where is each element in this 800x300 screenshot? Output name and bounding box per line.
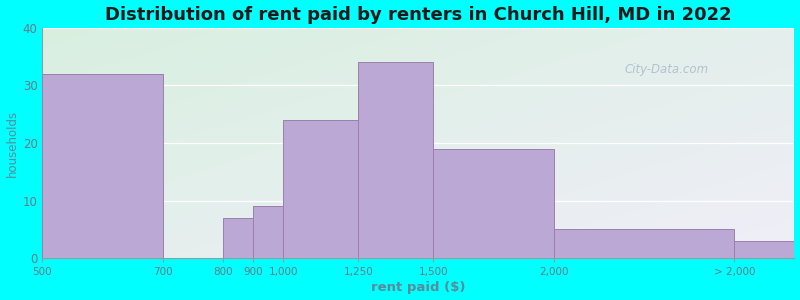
Text: City-Data.com: City-Data.com [625,63,709,76]
Title: Distribution of rent paid by renters in Church Hill, MD in 2022: Distribution of rent paid by renters in … [105,6,732,24]
Y-axis label: households: households [6,110,18,177]
Bar [253,206,283,258]
Bar [358,62,434,258]
Bar [42,74,162,258]
X-axis label: rent paid ($): rent paid ($) [371,281,466,294]
Bar [554,230,734,258]
Bar [283,120,358,258]
Bar [734,241,794,258]
Bar [223,218,253,258]
Bar [434,149,554,258]
